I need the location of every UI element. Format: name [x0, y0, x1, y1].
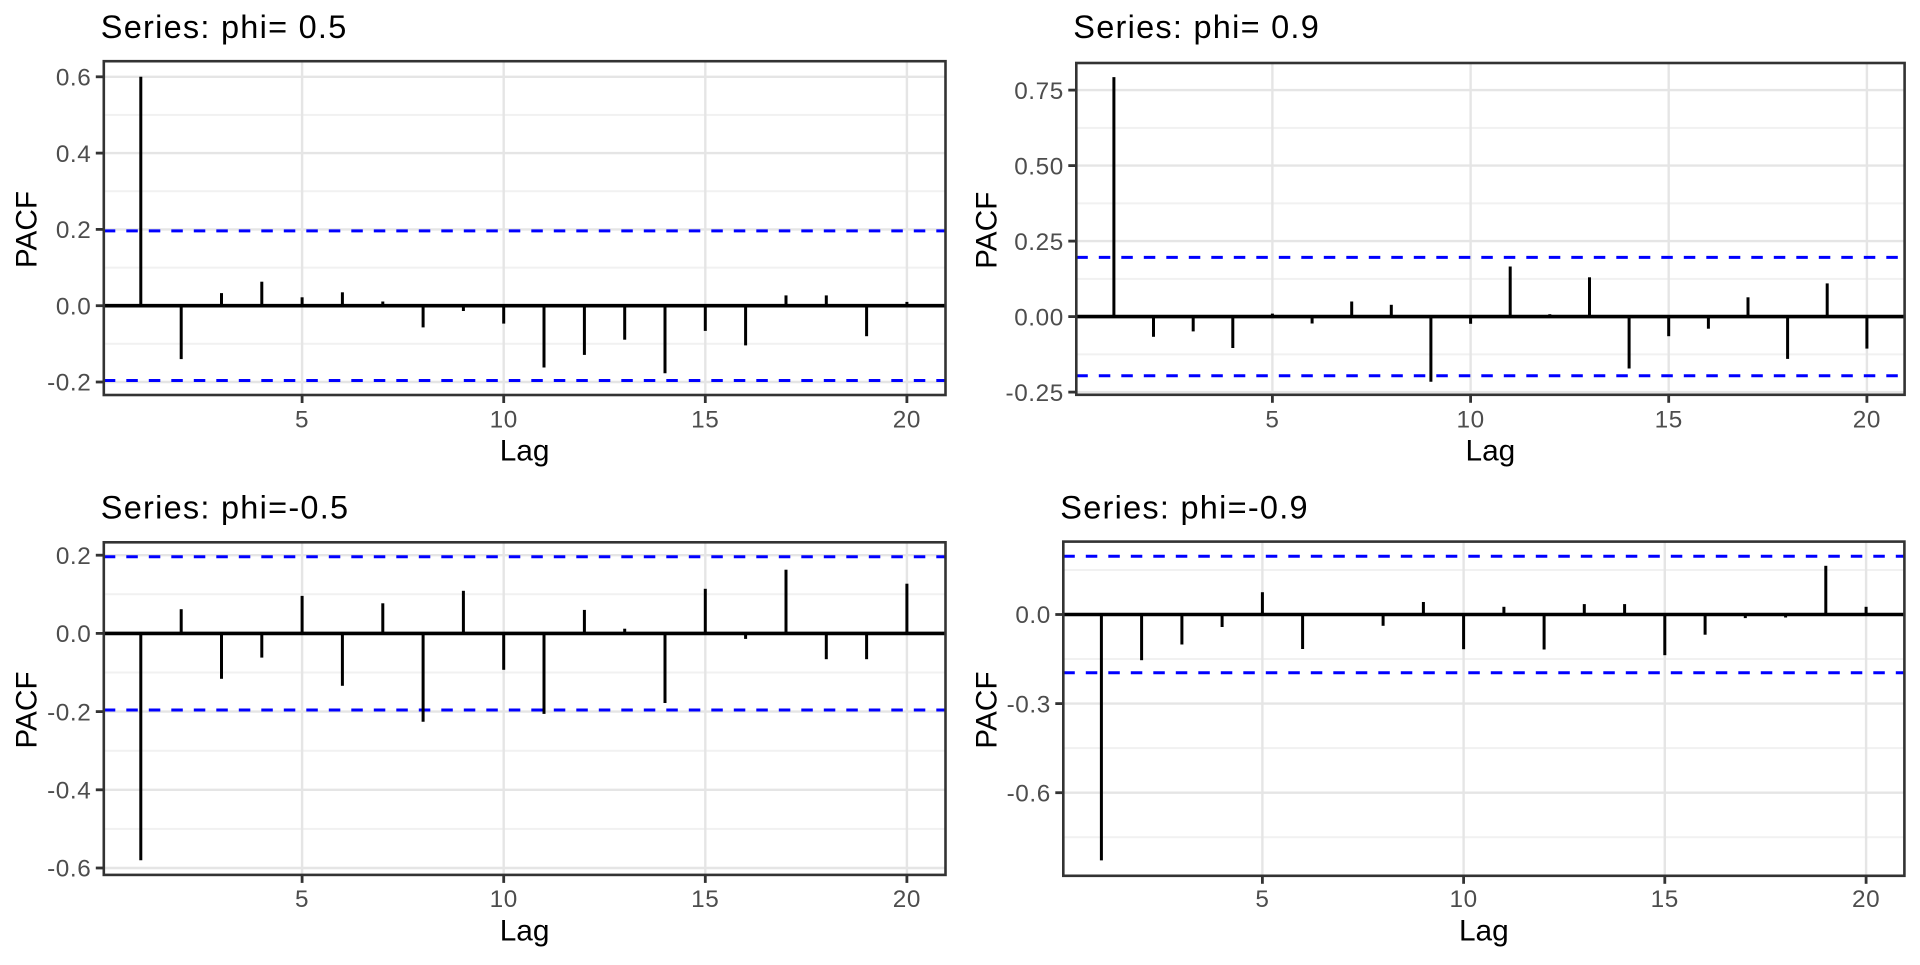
svg-text:0.0: 0.0 — [1015, 602, 1051, 629]
svg-text:20: 20 — [893, 406, 921, 433]
svg-text:0.2: 0.2 — [56, 543, 92, 570]
svg-text:PACF: PACF — [10, 671, 43, 748]
svg-text:Lag: Lag — [1466, 435, 1516, 468]
svg-text:Series: phi=-0.9: Series: phi=-0.9 — [1060, 490, 1309, 526]
svg-text:Lag: Lag — [500, 435, 550, 468]
svg-text:0.6: 0.6 — [56, 65, 92, 92]
svg-text:Series: phi= 0.5: Series: phi= 0.5 — [101, 9, 348, 45]
svg-text:10: 10 — [1456, 406, 1484, 433]
svg-text:5: 5 — [1255, 886, 1269, 913]
svg-text:0.00: 0.00 — [1014, 304, 1064, 331]
svg-text:0.50: 0.50 — [1014, 153, 1064, 180]
svg-text:0.0: 0.0 — [56, 621, 92, 648]
svg-text:20: 20 — [1853, 406, 1881, 433]
svg-text:20: 20 — [1852, 886, 1880, 913]
svg-text:-0.6: -0.6 — [1007, 780, 1051, 807]
svg-text:15: 15 — [1655, 406, 1683, 433]
svg-text:Series: phi=-0.5: Series: phi=-0.5 — [101, 490, 350, 526]
svg-text:5: 5 — [295, 406, 309, 433]
svg-text:PACF: PACF — [970, 192, 1003, 269]
svg-text:Lag: Lag — [500, 915, 550, 948]
svg-text:PACF: PACF — [10, 191, 43, 268]
svg-text:-0.3: -0.3 — [1007, 691, 1051, 718]
svg-text:10: 10 — [490, 886, 518, 913]
svg-text:5: 5 — [295, 886, 309, 913]
svg-text:-0.4: -0.4 — [47, 778, 91, 805]
svg-text:15: 15 — [691, 886, 719, 913]
svg-text:0.4: 0.4 — [56, 141, 92, 168]
svg-text:0.2: 0.2 — [56, 217, 92, 244]
svg-text:15: 15 — [691, 406, 719, 433]
svg-text:20: 20 — [893, 886, 921, 913]
svg-text:-0.6: -0.6 — [47, 856, 91, 883]
svg-text:5: 5 — [1265, 406, 1279, 433]
svg-text:Lag: Lag — [1459, 915, 1509, 948]
svg-text:0.75: 0.75 — [1014, 78, 1064, 105]
svg-text:0.25: 0.25 — [1014, 229, 1064, 256]
svg-text:-0.25: -0.25 — [1006, 380, 1064, 407]
svg-text:15: 15 — [1651, 886, 1679, 913]
svg-text:-0.2: -0.2 — [47, 699, 91, 726]
svg-text:10: 10 — [1449, 886, 1477, 913]
svg-text:Series: phi= 0.9: Series: phi= 0.9 — [1073, 9, 1320, 45]
svg-text:-0.2: -0.2 — [47, 370, 91, 397]
svg-text:0.0: 0.0 — [56, 293, 92, 320]
svg-text:PACF: PACF — [970, 671, 1003, 748]
svg-text:10: 10 — [490, 406, 518, 433]
